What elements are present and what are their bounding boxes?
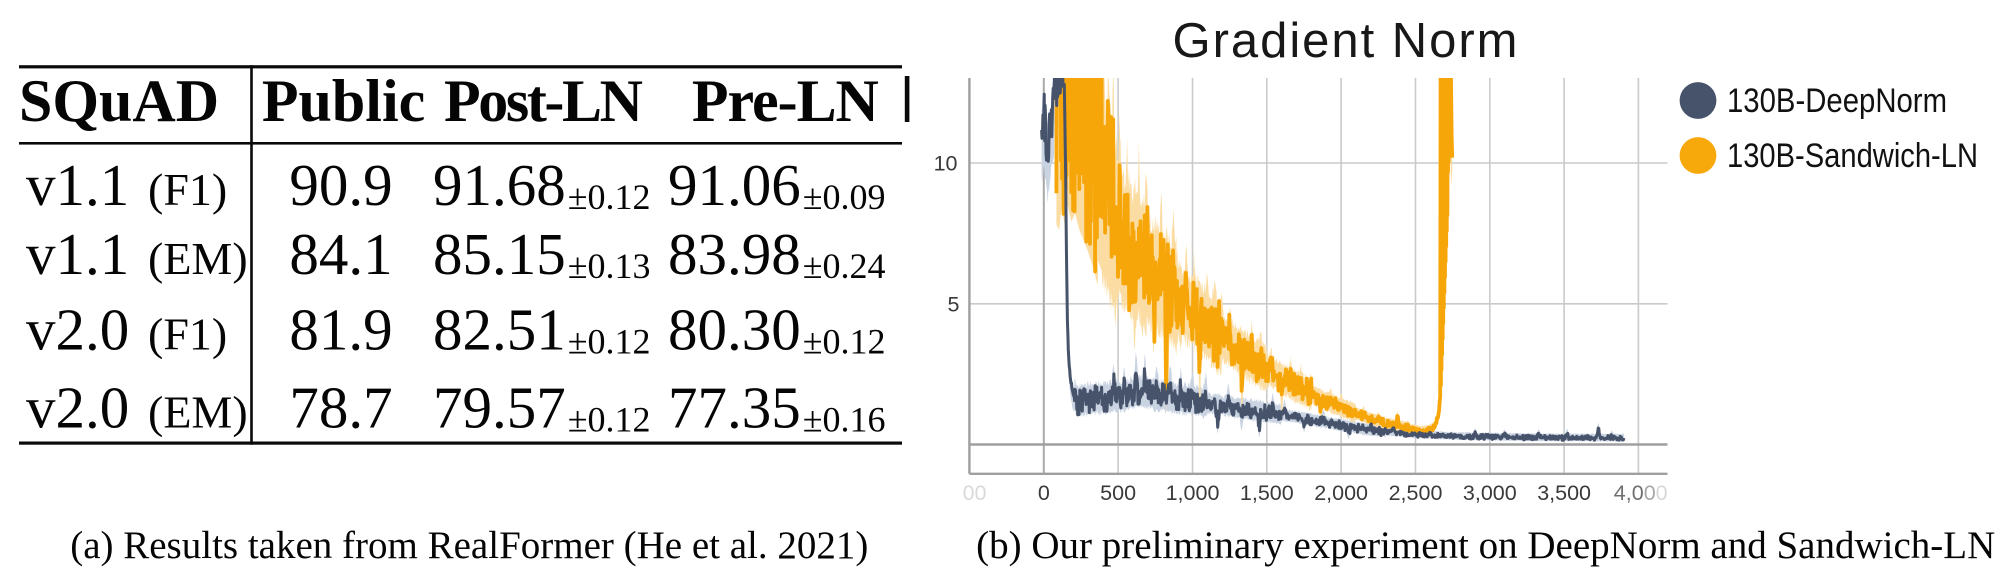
svg-text:Pre-LN: Pre-LN bbox=[692, 68, 879, 134]
svg-text:4,000: 4,000 bbox=[1614, 481, 1668, 505]
svg-text:5: 5 bbox=[948, 292, 960, 316]
svg-text:v1.1 (EM): v1.1 (EM) bbox=[26, 221, 248, 287]
svg-text:83.98±0.24: 83.98±0.24 bbox=[668, 221, 886, 287]
svg-text:130B-Sandwich-LN: 130B-Sandwich-LN bbox=[1727, 137, 1978, 175]
svg-text:2,500: 2,500 bbox=[1389, 481, 1443, 505]
svg-text:79.57±0.12: 79.57±0.12 bbox=[433, 375, 651, 441]
svg-text:3,500: 3,500 bbox=[1537, 481, 1591, 505]
svg-text:3,000: 3,000 bbox=[1463, 481, 1517, 505]
svg-text:90.9: 90.9 bbox=[289, 152, 392, 218]
svg-text:81.9: 81.9 bbox=[289, 297, 392, 363]
svg-text:SQuAD: SQuAD bbox=[19, 68, 219, 134]
svg-text:1,500: 1,500 bbox=[1240, 481, 1294, 505]
svg-text:91.06±0.09: 91.06±0.09 bbox=[668, 152, 886, 218]
svg-text:v1.1 (F1): v1.1 (F1) bbox=[26, 152, 227, 218]
svg-text:v2.0 (EM): v2.0 (EM) bbox=[26, 375, 248, 441]
svg-text:00: 00 bbox=[963, 481, 987, 505]
svg-text:82.51±0.12: 82.51±0.12 bbox=[433, 297, 651, 363]
svg-text:77.35±0.16: 77.35±0.16 bbox=[668, 375, 886, 441]
svg-text:10: 10 bbox=[934, 152, 958, 176]
svg-text:Gradient Norm: Gradient Norm bbox=[1173, 14, 1518, 68]
svg-text:Post-LN: Post-LN bbox=[444, 68, 643, 134]
svg-text:Public: Public bbox=[262, 68, 425, 134]
svg-text:(b) Our preliminary experiment: (b) Our preliminary experiment on DeepNo… bbox=[976, 524, 1995, 567]
svg-text:1,000: 1,000 bbox=[1166, 481, 1220, 505]
svg-text:500: 500 bbox=[1100, 481, 1136, 505]
svg-text:91.68±0.12: 91.68±0.12 bbox=[433, 152, 651, 218]
svg-text:(a) Results taken from RealFor: (a) Results taken from RealFormer (He et… bbox=[70, 524, 868, 567]
svg-text:v2.0 (F1): v2.0 (F1) bbox=[26, 297, 227, 363]
svg-text:130B-DeepNorm: 130B-DeepNorm bbox=[1727, 82, 1947, 120]
svg-text:2,000: 2,000 bbox=[1314, 481, 1368, 505]
svg-text:80.30±0.12: 80.30±0.12 bbox=[668, 297, 886, 363]
svg-text:85.15±0.13: 85.15±0.13 bbox=[433, 221, 651, 287]
svg-text:84.1: 84.1 bbox=[289, 221, 392, 287]
svg-text:0: 0 bbox=[1038, 481, 1050, 505]
svg-text:78.7: 78.7 bbox=[289, 375, 392, 441]
